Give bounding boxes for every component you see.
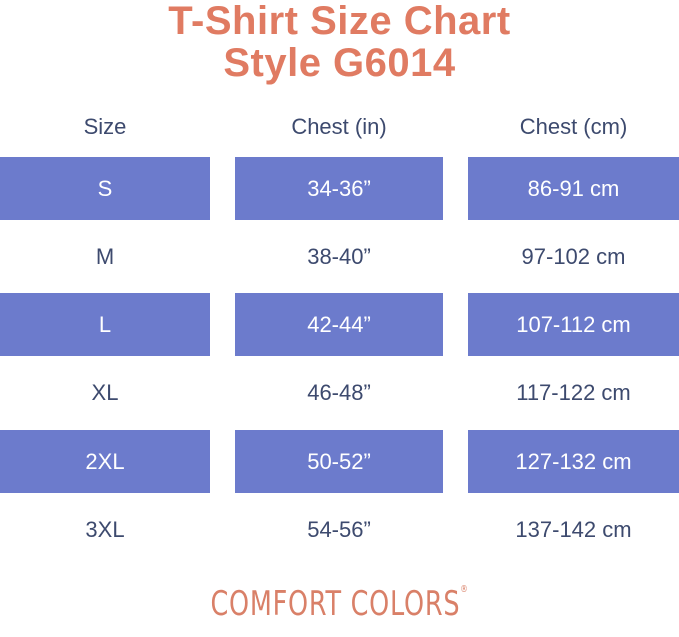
comfort-colors-logo: COMFORT COLORS® [85, 584, 594, 624]
title-line-2: Style G6014 [223, 41, 456, 85]
size-cell: L [0, 293, 210, 356]
table-row: 2XL 50-52” 127-132 cm [0, 430, 679, 493]
header-chest-in: Chest (in) [291, 114, 387, 139]
chest-cm-cell: 107-112 cm [468, 293, 679, 356]
chest-in-cell: 54-56” [307, 517, 371, 542]
size-cell: M [95, 244, 115, 269]
title-line-1: T-Shirt Size Chart [168, 0, 511, 43]
table-row: L 42-44” 107-112 cm [0, 293, 679, 356]
table-row: M 38-40” 97-102 cm [0, 225, 679, 288]
chest-in-cell: 42-44” [235, 293, 443, 356]
registered-mark: ® [460, 584, 469, 595]
chest-cm-cell: 86-91 cm [468, 157, 679, 220]
chest-cm-cell: 97-102 cm [521, 244, 626, 269]
table-row: 3XL 54-56” 137-142 cm [0, 498, 679, 561]
chest-in-cell: 34-36” [235, 157, 443, 220]
size-cell: S [0, 157, 210, 220]
header-size: Size [83, 114, 127, 139]
chest-in-cell: 46-48” [307, 380, 371, 405]
table-row: XL 46-48” 117-122 cm [0, 361, 679, 424]
size-cell: XL [91, 380, 119, 405]
logo-text: COMFORT COLORS [210, 584, 461, 624]
table-row: S 34-36” 86-91 cm [0, 157, 679, 220]
chest-in-cell: 50-52” [235, 430, 443, 493]
chest-cm-cell: 117-122 cm [516, 380, 631, 405]
size-cell: 2XL [0, 430, 210, 493]
chest-in-cell: 38-40” [307, 244, 371, 269]
header-chest-cm: Chest (cm) [519, 114, 628, 139]
size-cell: 3XL [85, 517, 125, 542]
chest-cm-cell: 137-142 cm [515, 517, 632, 542]
chest-cm-cell: 127-132 cm [468, 430, 679, 493]
